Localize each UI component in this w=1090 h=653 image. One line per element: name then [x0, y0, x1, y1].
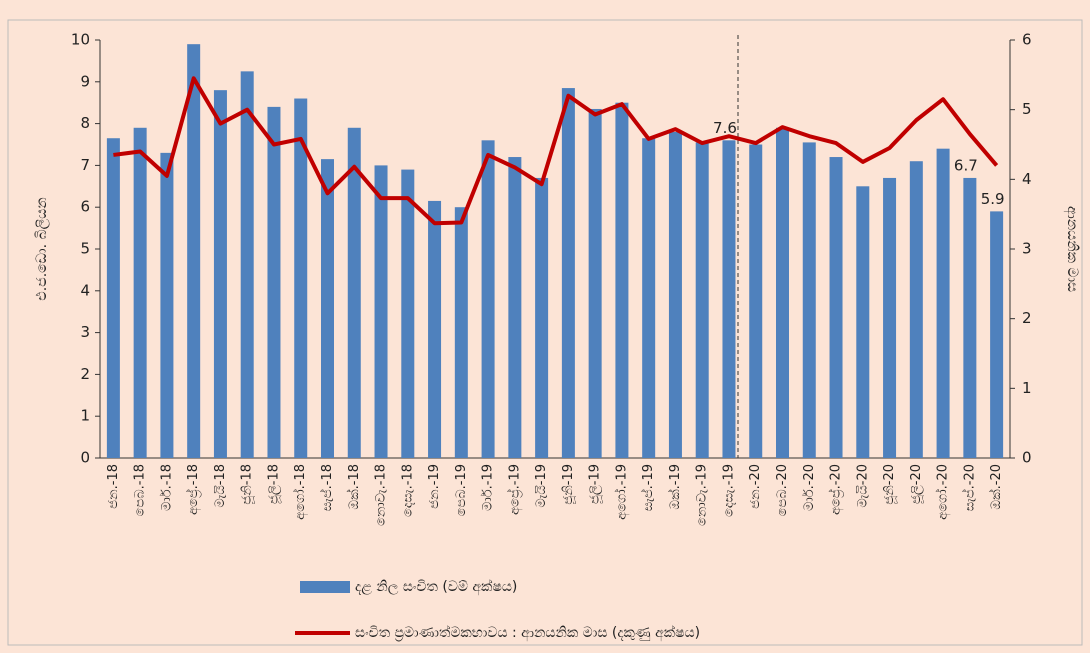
legend-label: දළ නිල සංචිත (වම් අක්ෂය) [355, 579, 517, 596]
x-tick-label: මාර්.-18 [158, 464, 174, 511]
x-tick-label: පෙබ.-19 [454, 464, 469, 516]
bar [722, 140, 736, 458]
bar [401, 169, 415, 458]
bar [347, 127, 361, 458]
bar [829, 157, 843, 459]
y-tick-label: 5 [80, 240, 90, 258]
y-tick-label: 10 [71, 31, 90, 49]
x-tick-label: නොවැ.-19 [695, 464, 710, 526]
bar [267, 106, 281, 458]
bar [776, 127, 789, 458]
legend-swatch [300, 581, 350, 593]
x-tick-label: ජූලි-18 [266, 464, 281, 504]
y-tick-label: 3 [80, 323, 90, 341]
bar [160, 152, 174, 459]
bar [936, 148, 950, 458]
y-axis-label: එ.ජ.ඩො. බිලියන [34, 197, 50, 300]
bar [883, 177, 897, 458]
x-tick-label: නොවැ.-18 [374, 464, 389, 526]
x-tick-label: දෙසැ.-19 [721, 464, 736, 517]
y-tick-label: 2 [80, 365, 90, 383]
bar [802, 142, 816, 458]
x-tick-label: ජන.-20 [748, 464, 763, 509]
x-tick-label: ජූනි-18 [240, 464, 255, 505]
y2-tick-label: 2 [1022, 309, 1032, 327]
bar [213, 90, 227, 458]
x-tick-label: සැප්.-19 [640, 464, 656, 511]
bar [642, 138, 656, 459]
data-label: 7.6 [713, 119, 737, 137]
x-tick-label: අගෝ.-19 [613, 464, 629, 520]
x-tick-label: ජූනි-19 [561, 464, 576, 505]
bar [133, 127, 147, 458]
y-tick-label: 7 [80, 156, 90, 174]
y-tick-label: 6 [80, 198, 90, 216]
x-tick-label: ජූලි-19 [588, 464, 603, 504]
bar [374, 165, 388, 458]
y-tick-label: 4 [80, 281, 90, 299]
y2-tick-label: 6 [1022, 31, 1032, 49]
bar [749, 144, 763, 458]
bar [615, 102, 629, 458]
bar [321, 159, 334, 458]
bar [428, 200, 442, 458]
y2-axis-label: ආනයනික මාස [1063, 206, 1080, 292]
x-tick-label: දෙසැ.-18 [400, 464, 415, 517]
x-tick-label: ජන.-18 [106, 464, 121, 509]
bar [909, 161, 923, 458]
bar [990, 211, 1004, 458]
data-label: 5.9 [981, 190, 1005, 208]
x-tick-label: ජූනි-20 [882, 464, 897, 505]
bar [106, 138, 120, 459]
x-tick-label: අගෝ.-20 [935, 464, 951, 520]
x-tick-label: ඔක්.-20 [988, 464, 1004, 510]
x-tick-label: අප්‍රේ.-19 [506, 464, 522, 515]
bar [481, 140, 495, 458]
bar [240, 71, 254, 458]
x-tick-label: අප්‍රේ.-18 [185, 464, 201, 515]
x-tick-label: අගෝ.-18 [292, 464, 308, 520]
x-tick-label: ජූලි-20 [909, 464, 924, 504]
bar [695, 142, 709, 458]
legend-label: සංචිත ප්‍රමාණාත්මකභාවය : ආනයනික මාස (දකු… [355, 625, 700, 642]
x-tick-label: මැයි-20 [855, 464, 870, 508]
y-tick-label: 1 [80, 407, 90, 425]
bar [187, 44, 201, 459]
x-tick-label: සැප්.-20 [961, 464, 977, 511]
bar [508, 157, 522, 459]
y-tick-label: 8 [80, 114, 90, 132]
bar [963, 177, 977, 458]
y2-tick-label: 3 [1022, 240, 1032, 258]
y-tick-label: 0 [80, 449, 90, 467]
x-tick-label: මැයි-19 [534, 464, 549, 508]
y2-tick-label: 5 [1022, 100, 1032, 118]
x-tick-label: ඔක්.-18 [346, 464, 362, 510]
x-tick-label: සැප්.-18 [319, 464, 335, 511]
data-label: 6.7 [954, 156, 978, 174]
x-tick-label: ඔක්.-19 [667, 464, 683, 510]
x-tick-label: පෙබ.-20 [775, 464, 790, 516]
bar [454, 207, 468, 458]
x-tick-label: පෙබ.-18 [133, 464, 148, 516]
bar [856, 186, 870, 459]
bar [588, 108, 602, 458]
line [113, 76, 999, 226]
y2-tick-label: 1 [1022, 379, 1032, 397]
y2-tick-label: 0 [1022, 449, 1032, 467]
x-tick-label: ජන.-19 [427, 464, 442, 509]
x-tick-label: අප්‍රේ.-20 [827, 464, 843, 515]
bar [294, 98, 308, 459]
bar [561, 88, 575, 458]
bar [535, 177, 549, 458]
x-tick-label: මාර්.-19 [480, 464, 496, 511]
bar [668, 131, 682, 458]
frame [7, 19, 1083, 646]
x-tick-label: මාර්.-20 [801, 464, 817, 511]
y-tick-label: 9 [80, 72, 90, 90]
x-tick-label: මැයි-18 [213, 464, 228, 508]
y2-tick-label: 4 [1022, 170, 1032, 188]
